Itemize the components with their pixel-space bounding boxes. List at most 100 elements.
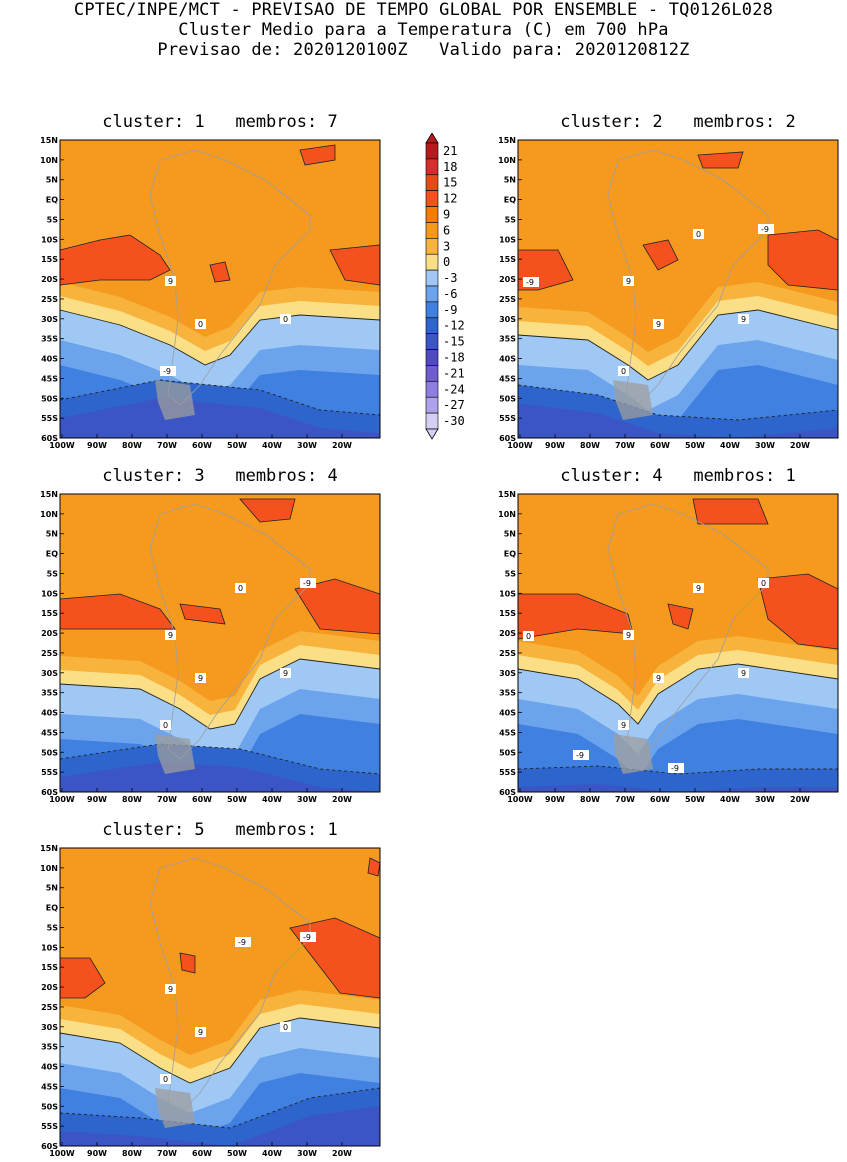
y-tick-label: 5N <box>46 884 58 893</box>
y-tick-label: 60S <box>499 788 516 797</box>
colorbar-label: 3 <box>443 239 450 253</box>
y-tick-label: 15N <box>40 136 58 145</box>
y-tick-label: 40S <box>41 355 58 364</box>
contour-label: 9 <box>198 1028 203 1037</box>
colorbar-swatch <box>425 142 439 160</box>
map-frame <box>59 847 381 1147</box>
y-tick-label: EQ <box>46 196 58 205</box>
header-line-1: CPTEC/INPE/MCT - PREVISAO DE TEMPO GLOBA… <box>73 0 774 20</box>
panel-title-1: cluster: 1 membros: 7 <box>102 112 338 132</box>
y-tick-label: 40S <box>499 355 516 364</box>
contour-label: 9 <box>656 320 661 329</box>
y-tick-label: 10S <box>41 235 58 244</box>
contour-label-box <box>300 578 316 588</box>
map-frame <box>59 139 381 439</box>
contour-label: 9 <box>696 584 701 593</box>
contour-label-box <box>235 583 246 593</box>
contour-label: -9 <box>671 764 679 773</box>
y-tick-label: 25S <box>499 295 516 304</box>
x-tick-label: 30W <box>755 795 775 804</box>
patagonia-land <box>613 734 653 774</box>
y-tick-label: 30S <box>41 315 58 324</box>
y-tick-label: 15S <box>499 609 516 618</box>
y-tick-label: 50S <box>41 394 58 403</box>
y-tick-label: 15N <box>498 136 516 145</box>
x-tick-label: 50W <box>685 795 705 804</box>
contour-label: 0 <box>526 632 531 641</box>
contour-label: -9 <box>163 367 171 376</box>
contour-label-box <box>523 277 539 287</box>
y-tick-label: 20S <box>41 629 58 638</box>
colorbar-bottom-arrow <box>425 428 439 440</box>
y-tick-label: 5S <box>47 215 59 224</box>
y-tick-label: 10N <box>40 156 58 165</box>
header-line-3: Previsao de: 2020120100Z Valido para: 20… <box>157 40 690 60</box>
y-tick-label: 45S <box>499 374 516 383</box>
x-tick-label: 80W <box>580 795 600 804</box>
colorbar-swatch <box>425 412 439 430</box>
x-tick-label: 50W <box>227 441 247 450</box>
y-tick-label: 10S <box>41 943 58 952</box>
x-tick-label: 60W <box>650 441 670 450</box>
warm-patch <box>209 261 231 283</box>
y-tick-label: 25S <box>41 1003 58 1012</box>
y-tick-label: 55S <box>499 768 516 777</box>
y-tick-label: 5S <box>47 569 59 578</box>
x-tick-label: 100W <box>49 441 75 450</box>
colorbar-top-arrow <box>425 132 439 144</box>
contour-label: 9 <box>741 315 746 324</box>
contour-label-box <box>280 314 291 324</box>
x-tick-label: 20W <box>790 441 810 450</box>
y-tick-label: 10S <box>41 589 58 598</box>
y-tick-label: 40S <box>499 709 516 718</box>
warm-patch <box>367 857 381 877</box>
contour-label: -9 <box>576 751 584 760</box>
x-tick-label: 20W <box>332 795 352 804</box>
y-tick-label: 15S <box>499 255 516 264</box>
y-tick-label: 60S <box>499 434 516 443</box>
colorbar-label: 12 <box>443 192 457 206</box>
x-tick-label: 50W <box>227 1149 247 1158</box>
band-neg15 <box>518 784 838 792</box>
y-tick-label: 50S <box>499 394 516 403</box>
contour-label-box <box>738 314 749 324</box>
y-tick-label: 25S <box>41 295 58 304</box>
colorbar-swatch <box>425 381 439 398</box>
contour-label: 9 <box>168 985 173 994</box>
contour-label-box <box>300 932 316 942</box>
colorbar-label: -6 <box>443 287 457 301</box>
y-tick-label: 15S <box>41 255 58 264</box>
y-tick-label: 10N <box>498 510 516 519</box>
x-tick-label: 90W <box>545 795 565 804</box>
y-tick-label: 15N <box>498 490 516 499</box>
contour-label-box <box>653 673 664 683</box>
patagonia-land <box>613 380 653 420</box>
contour-label: 0 <box>163 1075 168 1084</box>
contour-label-box <box>165 276 176 286</box>
contour-label: 9 <box>198 674 203 683</box>
y-tick-label: 55S <box>499 414 516 423</box>
colorbar-swatch <box>425 238 439 255</box>
y-tick-label: 15N <box>40 490 58 499</box>
contour-label: 9 <box>656 674 661 683</box>
contour-label: 0 <box>283 1023 288 1032</box>
contour-label: 0 <box>621 367 626 376</box>
map-panel-2: 9 9 9 0 0 -9 -9 15N 10N 5N EQ 5S 10S 15S 20S 25S 30S 35S 4… <box>498 136 839 450</box>
panel-title-5: cluster: 5 membros: 1 <box>102 820 338 840</box>
contour-label: 9 <box>626 277 631 286</box>
y-tick-label: 55S <box>41 1122 58 1131</box>
contour-label: -9 <box>303 579 311 588</box>
colorbar-swatch <box>425 222 439 239</box>
contour-label: 9 <box>168 277 173 286</box>
contour-label-box <box>573 750 589 760</box>
contour-label-box <box>623 630 634 640</box>
colorbar-swatch <box>425 365 439 382</box>
colorbar: 21 18 15 12 9 6 3 0 -3 -6 -9 -12 -15 -18 -21 -24 -27 -30 <box>420 132 480 443</box>
map-frame <box>517 139 839 439</box>
colorbar-swatch <box>425 317 439 334</box>
map-panel-1: 9 0 0 -9 15N 10N 5N EQ 5S 10S 15S 20S 25S 30S 35S 40S 45… <box>40 136 381 450</box>
colorbar-swatch <box>425 190 439 207</box>
y-tick-label: 10S <box>499 589 516 598</box>
contour-label-box <box>165 984 176 994</box>
y-tick-label: 40S <box>41 1063 58 1072</box>
